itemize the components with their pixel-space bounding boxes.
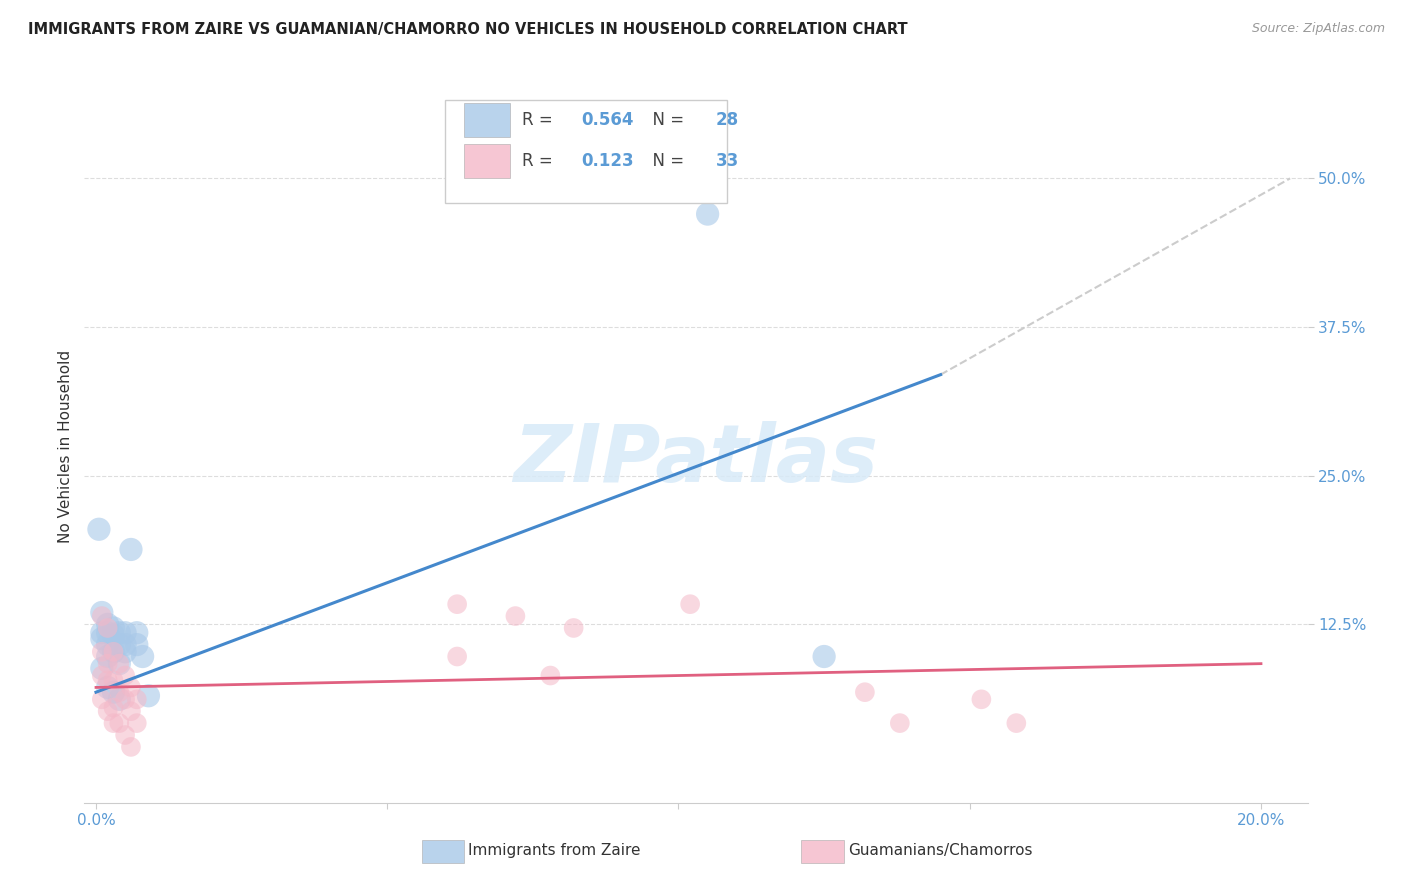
Point (114, 645, 136, 659)
Point (90, 645, 112, 659)
Point (97, 673, 120, 688)
Bar (464, 145, 510, 178)
Point (97, 625, 120, 640)
Text: Source: ZipAtlas.com: Source: ZipAtlas.com (1251, 22, 1385, 36)
Point (108, 638, 131, 652)
Point (125, 692, 148, 706)
Point (1005, 716, 1028, 731)
Point (103, 645, 125, 659)
Point (90, 668, 112, 682)
Point (125, 625, 148, 640)
Point (97, 681, 120, 695)
Point (120, 739, 142, 754)
Point (679, 597, 702, 611)
FancyBboxPatch shape (446, 100, 727, 203)
Point (108, 657, 131, 671)
Point (90, 609, 112, 624)
Point (889, 716, 911, 731)
Point (97, 704, 120, 718)
Text: R =: R = (522, 153, 558, 170)
Point (97, 657, 120, 671)
Point (97, 649, 120, 664)
Text: 33: 33 (716, 153, 738, 170)
Point (90, 692, 112, 706)
Point (97, 617, 120, 632)
Point (97, 638, 120, 652)
Point (696, 207, 718, 221)
Point (108, 657, 131, 671)
Point (103, 628, 125, 642)
Point (446, 597, 468, 611)
Point (120, 542, 142, 557)
Point (125, 638, 148, 652)
Text: N =: N = (643, 111, 689, 128)
Point (813, 649, 835, 664)
Point (108, 625, 131, 640)
Point (103, 700, 125, 714)
Bar (464, 103, 510, 137)
Text: R =: R = (522, 111, 558, 128)
Point (108, 716, 131, 731)
Point (114, 668, 136, 682)
Point (114, 625, 136, 640)
Point (103, 673, 125, 688)
Point (446, 649, 468, 664)
Point (562, 621, 585, 635)
Point (87, 522, 110, 536)
Y-axis label: No Vehicles in Household: No Vehicles in Household (58, 350, 73, 542)
Point (505, 609, 527, 624)
Point (120, 681, 142, 695)
Point (970, 692, 993, 706)
Text: ZIPatlas: ZIPatlas (513, 421, 879, 500)
Text: N =: N = (643, 153, 689, 170)
Point (131, 649, 153, 664)
Point (125, 716, 148, 731)
Point (103, 645, 125, 659)
Text: Guamanians/Chamorros: Guamanians/Chamorros (848, 844, 1032, 858)
Point (538, 668, 561, 682)
Point (120, 704, 142, 718)
Text: 0.123: 0.123 (581, 153, 634, 170)
Point (103, 685, 125, 699)
Point (853, 685, 876, 699)
Text: 28: 28 (716, 111, 738, 128)
Point (103, 621, 125, 635)
Point (90, 632, 112, 646)
Point (114, 638, 136, 652)
Point (108, 692, 131, 706)
Text: Immigrants from Zaire: Immigrants from Zaire (468, 844, 641, 858)
Point (90, 606, 112, 620)
Point (114, 692, 136, 706)
Point (90, 625, 112, 640)
Point (97, 621, 120, 635)
Text: 0.564: 0.564 (581, 111, 634, 128)
Point (90, 661, 112, 675)
Point (103, 716, 125, 731)
Point (108, 685, 131, 699)
Point (138, 689, 160, 703)
Point (114, 728, 136, 742)
Text: IMMIGRANTS FROM ZAIRE VS GUAMANIAN/CHAMORRO NO VEHICLES IN HOUSEHOLD CORRELATION: IMMIGRANTS FROM ZAIRE VS GUAMANIAN/CHAMO… (28, 22, 908, 37)
